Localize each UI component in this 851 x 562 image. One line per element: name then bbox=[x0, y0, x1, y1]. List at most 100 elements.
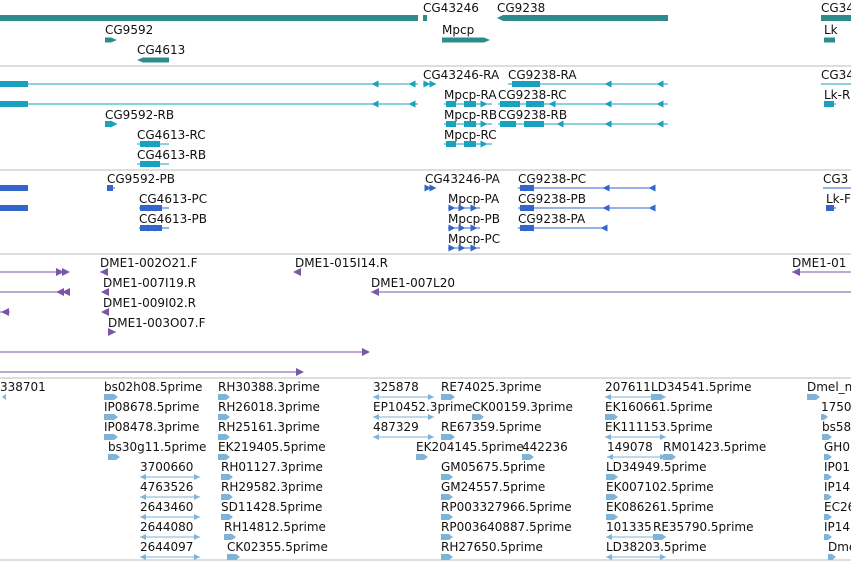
est-feature[interactable]: 149078 bbox=[607, 440, 666, 460]
est-feature[interactable]: EK007102.5prime bbox=[606, 480, 714, 500]
est-feature[interactable]: LD34949.5prime bbox=[606, 460, 707, 480]
transcript-feature[interactable] bbox=[0, 100, 418, 108]
est-feature[interactable]: IP14 bbox=[824, 520, 850, 540]
est-feature[interactable]: CK02355.5prime bbox=[227, 540, 328, 560]
est-feature[interactable]: RE67359.5prime bbox=[441, 420, 542, 440]
transcript-feature[interactable]: CG4613-RC bbox=[137, 128, 206, 148]
transcript-feature[interactable]: Mpcp-PB bbox=[448, 212, 500, 232]
transcript-feature[interactable]: CG3 bbox=[823, 172, 851, 189]
transcript-feature[interactable]: Lk-F bbox=[826, 192, 851, 211]
est-feature[interactable]: 487329 bbox=[373, 420, 434, 440]
transcript-feature[interactable]: CG9238-RA bbox=[508, 68, 668, 88]
est-feature[interactable]: RH25161.3prime bbox=[218, 420, 320, 440]
bac-end-feature[interactable]: DME1-015I14.R bbox=[293, 256, 388, 276]
transcript-feature[interactable]: CG4613-RB bbox=[137, 148, 206, 168]
est-feature[interactable]: Dme bbox=[828, 540, 851, 560]
est-feature[interactable]: LD34541.5prime bbox=[651, 380, 752, 400]
transcript-feature[interactable]: CG9592-RB bbox=[105, 108, 174, 128]
est-feature[interactable]: EK219405.5prime bbox=[218, 440, 326, 460]
est-block bbox=[221, 494, 233, 500]
gene-feature[interactable]: CG34 bbox=[821, 1, 851, 21]
est-feature[interactable]: 4763526 bbox=[140, 480, 200, 500]
transcript-feature[interactable]: CG9238-RC bbox=[498, 88, 668, 108]
est-feature[interactable]: RH01127.3prime bbox=[221, 460, 323, 480]
bac-end-feature[interactable]: DME1-007I19.R bbox=[101, 276, 196, 296]
transcript-feature[interactable] bbox=[0, 80, 418, 88]
bac-end-feature[interactable] bbox=[0, 268, 70, 276]
gene-feature[interactable]: Mpcp bbox=[442, 23, 490, 43]
est-feature[interactable]: EK086261.5prime bbox=[606, 500, 714, 520]
est-feature[interactable]: bs30g11.5prime bbox=[108, 440, 206, 460]
est-feature[interactable]: RH29582.3prime bbox=[221, 480, 323, 500]
est-feature[interactable]: IP01 bbox=[824, 460, 850, 480]
est-feature[interactable]: EK111153.5prime bbox=[605, 420, 713, 440]
est-feature[interactable]: RP003327966.5prime bbox=[441, 500, 572, 520]
bac-end-feature[interactable] bbox=[0, 308, 10, 316]
est-feature[interactable]: 325878 bbox=[373, 380, 434, 400]
est-feature[interactable]: SD11428.5prime bbox=[221, 500, 322, 520]
est-feature[interactable]: IP08678.5prime bbox=[104, 400, 199, 420]
gene-feature[interactable]: Lk bbox=[824, 23, 838, 43]
est-feature[interactable]: 2644097 bbox=[140, 540, 200, 560]
est-feature[interactable]: RM01423.5prime bbox=[663, 440, 766, 460]
gene-feature[interactable] bbox=[0, 15, 418, 21]
bac-end-feature[interactable] bbox=[0, 288, 70, 296]
est-feature[interactable]: 2644080 bbox=[140, 520, 200, 540]
transcript-feature[interactable]: CG9238-PC bbox=[518, 172, 656, 192]
est-feature[interactable]: 1750 bbox=[821, 400, 851, 420]
est-feature[interactable]: EK204145.5prime bbox=[416, 440, 524, 460]
gene-feature[interactable]: CG9238 bbox=[497, 1, 668, 21]
est-feature[interactable]: 3700660 bbox=[140, 460, 200, 480]
transcript-feature[interactable]: CG34 bbox=[821, 68, 851, 85]
est-feature[interactable]: Dmel_n bbox=[807, 380, 851, 400]
est-feature[interactable]: IP14 bbox=[824, 480, 850, 500]
transcript-feature[interactable]: Mpcp-RA bbox=[444, 88, 497, 108]
est-feature[interactable]: GH0 bbox=[824, 440, 850, 460]
est-feature[interactable]: 2643460 bbox=[140, 500, 200, 520]
est-feature[interactable]: EP10452.3prime bbox=[373, 400, 472, 420]
est-feature[interactable]: RH14812.5prime bbox=[224, 520, 326, 540]
transcript-feature[interactable]: CG43246-RA bbox=[423, 68, 500, 88]
transcript-feature[interactable]: Lk-R bbox=[824, 88, 850, 107]
gene-feature[interactable]: CG9592 bbox=[105, 23, 153, 43]
transcript-feature[interactable]: CG9592-PB bbox=[107, 172, 175, 191]
transcript-feature[interactable]: Mpcp-RC bbox=[444, 128, 497, 148]
transcript-feature[interactable]: CG9238-PB bbox=[518, 192, 656, 212]
est-feature[interactable]: GM05675.5prime bbox=[441, 460, 545, 480]
est-feature[interactable]: LD38203.5prime bbox=[606, 540, 707, 560]
bac-end-feature[interactable]: DME1-003O07.F bbox=[108, 316, 206, 336]
gene-feature[interactable]: CG4613 bbox=[137, 43, 185, 63]
transcript-feature[interactable]: CG4613-PB bbox=[139, 212, 207, 232]
est-feature[interactable]: RH26018.3prime bbox=[218, 400, 320, 420]
transcript-feature[interactable] bbox=[0, 185, 28, 191]
est-feature[interactable]: EC26 bbox=[824, 500, 851, 520]
transcript-feature[interactable]: Mpcp-PA bbox=[448, 192, 500, 212]
est-feature[interactable]: RH27650.5prime bbox=[441, 540, 543, 560]
transcript-feature[interactable] bbox=[0, 205, 28, 211]
est-feature[interactable]: RH30388.3prime bbox=[218, 380, 320, 400]
transcript-feature[interactable]: CG9238-RB bbox=[498, 108, 668, 128]
est-feature[interactable]: bs58 bbox=[822, 420, 851, 440]
est-feature[interactable]: RE35790.5prime bbox=[653, 520, 754, 540]
transcript-feature[interactable]: CG4613-PC bbox=[139, 192, 207, 212]
transcript-feature[interactable]: Mpcp-RB bbox=[444, 108, 497, 128]
bac-end-feature[interactable]: DME1-007L20 bbox=[371, 276, 851, 296]
est-feature[interactable]: GM24557.5prime bbox=[441, 480, 545, 500]
bac-end-feature[interactable]: DME1-002O21.F bbox=[100, 256, 198, 276]
est-feature[interactable]: IP08478.3prime bbox=[104, 420, 199, 440]
est-feature[interactable]: RP003640887.5prime bbox=[441, 520, 572, 540]
est-feature[interactable]: 338701 bbox=[0, 380, 46, 400]
est-feature[interactable]: 442236 bbox=[522, 440, 568, 460]
bac-end-feature[interactable] bbox=[0, 368, 304, 376]
bac-end-feature[interactable] bbox=[0, 348, 370, 356]
gene-feature[interactable]: CG43246 bbox=[423, 1, 479, 21]
transcript-feature[interactable]: CG9238-PA bbox=[518, 212, 608, 232]
transcript-feature[interactable]: CG43246-PA bbox=[424, 172, 501, 192]
transcript-feature[interactable]: Mpcp-PC bbox=[448, 232, 500, 252]
est-feature[interactable]: CK00159.3prime bbox=[472, 400, 573, 420]
est-feature[interactable]: bs02h08.5prime bbox=[104, 380, 202, 400]
bac-end-feature[interactable]: DME1-009I02.R bbox=[101, 296, 196, 316]
bac-end-feature[interactable]: DME1-01 bbox=[792, 256, 851, 276]
est-feature[interactable]: EK160661.5prime bbox=[605, 400, 713, 420]
est-feature[interactable]: RE74025.3prime bbox=[441, 380, 542, 400]
